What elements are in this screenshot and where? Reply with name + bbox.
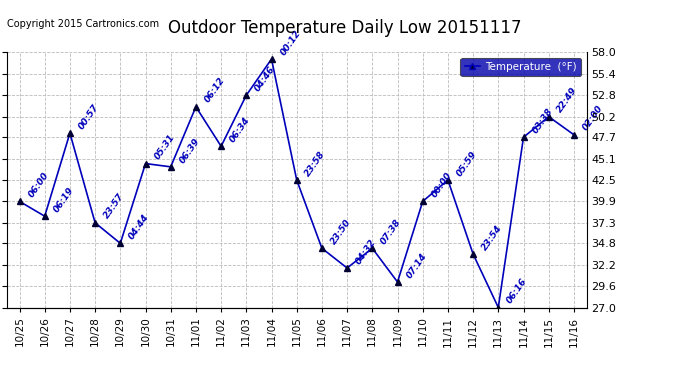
Text: 07:38: 07:38 [380,217,403,246]
Text: Copyright 2015 Cartronics.com: Copyright 2015 Cartronics.com [7,19,159,29]
Text: 23:58: 23:58 [304,149,328,178]
Text: 06:12: 06:12 [203,76,226,105]
Text: 06:39: 06:39 [177,136,201,165]
Text: 05:59: 05:59 [455,149,479,178]
Text: Outdoor Temperature Daily Low 20151117: Outdoor Temperature Daily Low 20151117 [168,19,522,37]
Text: 23:54: 23:54 [480,223,504,252]
Text: 04:32: 04:32 [354,237,378,266]
Text: 06:19: 06:19 [52,185,75,214]
Legend: Temperature  (°F): Temperature (°F) [460,58,581,76]
Text: 07:14: 07:14 [404,251,428,280]
Text: 00:12: 00:12 [279,28,302,57]
Text: 06:16: 06:16 [505,277,529,305]
Text: 02:00: 02:00 [581,104,604,133]
Text: 05:31: 05:31 [152,133,176,161]
Text: 03:38: 03:38 [531,106,554,135]
Text: 00:57: 00:57 [77,102,101,131]
Text: 06:00: 06:00 [26,171,50,199]
Text: 04:46: 04:46 [253,64,277,93]
Text: 22:49: 22:49 [555,86,580,114]
Text: 23:57: 23:57 [102,192,126,220]
Text: 06:34: 06:34 [228,116,252,144]
Text: 00:00: 00:00 [430,171,453,199]
Text: 23:50: 23:50 [329,217,353,246]
Text: 04:44: 04:44 [127,213,151,241]
